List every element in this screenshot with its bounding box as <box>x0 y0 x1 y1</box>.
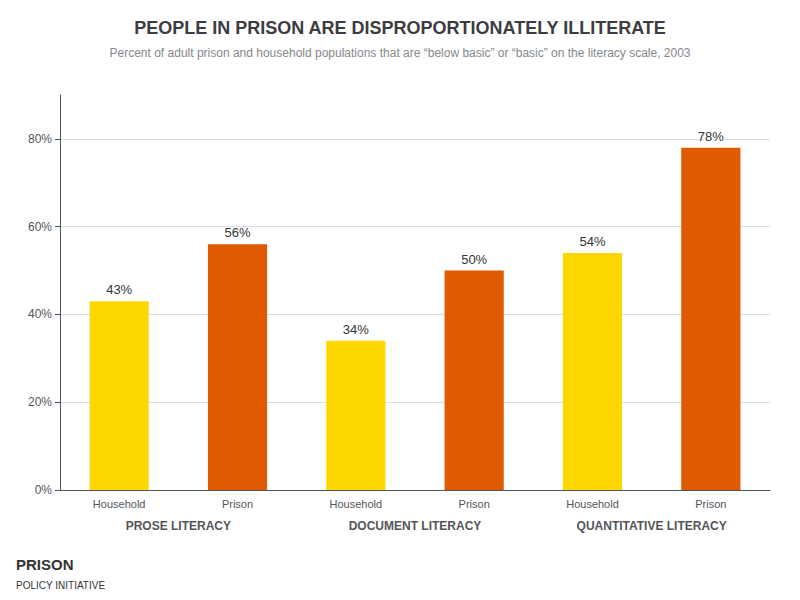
svg-text:Prison: Prison <box>222 498 253 510</box>
svg-text:60%: 60% <box>28 220 52 234</box>
svg-text:43%: 43% <box>106 282 132 297</box>
svg-text:Household: Household <box>330 498 383 510</box>
svg-text:34%: 34% <box>343 322 369 337</box>
svg-text:50%: 50% <box>461 252 487 267</box>
svg-text:Household: Household <box>566 498 619 510</box>
svg-text:DOCUMENT LITERACY: DOCUMENT LITERACY <box>349 519 482 533</box>
svg-text:20%: 20% <box>28 395 52 409</box>
svg-text:40%: 40% <box>28 307 52 321</box>
svg-text:PRISON: PRISON <box>16 556 74 573</box>
svg-text:QUANTITATIVE LITERACY: QUANTITATIVE LITERACY <box>577 519 727 533</box>
svg-text:Prison: Prison <box>459 498 490 510</box>
svg-text:0%: 0% <box>35 483 53 497</box>
svg-text:78%: 78% <box>698 129 724 144</box>
svg-text:54%: 54% <box>579 234 605 249</box>
svg-text:Percent of adult prison and ho: Percent of adult prison and household po… <box>109 46 690 60</box>
svg-text:Prison: Prison <box>695 498 726 510</box>
svg-text:POLICY INITIATIVE: POLICY INITIATIVE <box>16 580 105 591</box>
svg-text:Household: Household <box>93 498 146 510</box>
svg-text:80%: 80% <box>28 132 52 146</box>
svg-text:56%: 56% <box>224 225 250 240</box>
svg-text:PROSE LITERACY: PROSE LITERACY <box>126 519 231 533</box>
svg-text:PEOPLE IN PRISON ARE DISPROPOR: PEOPLE IN PRISON ARE DISPROPORTIONATELY … <box>134 18 666 38</box>
